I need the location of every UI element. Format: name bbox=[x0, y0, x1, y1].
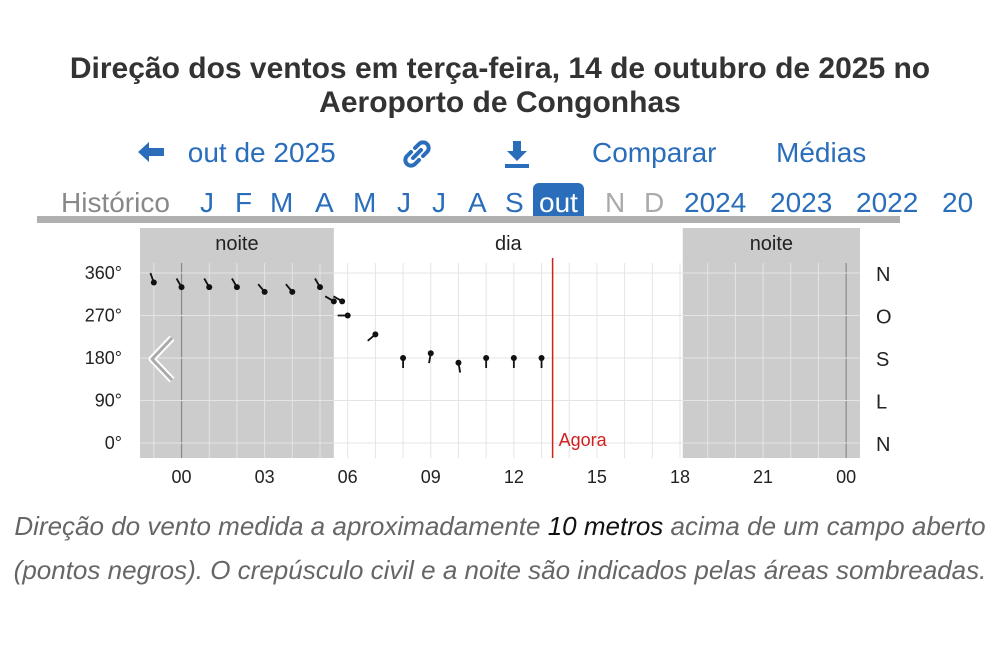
wind-direction-chart: noite dia noite 360° N 270° O 180° S 90° L 0° N 00 03 0… bbox=[85, 228, 892, 487]
wind-point-2 bbox=[206, 284, 213, 291]
wind-point-3 bbox=[233, 284, 240, 291]
month-aug[interactable]: A bbox=[468, 187, 487, 218]
compare-link[interactable]: Comparar bbox=[592, 137, 717, 168]
year-more[interactable]: 20 bbox=[942, 187, 974, 218]
link-icon bbox=[403, 140, 431, 168]
period-label-2: noite bbox=[750, 233, 793, 255]
year-2023[interactable]: 2023 bbox=[770, 187, 833, 218]
y-tick-right-2: S bbox=[876, 349, 889, 371]
wind-point-14 bbox=[483, 355, 490, 361]
wind-point-4 bbox=[261, 288, 268, 295]
back-link[interactable]: out de 2025 bbox=[136, 137, 336, 169]
y-tick-left-4: 0° bbox=[105, 433, 122, 453]
caption-part2: acima de um campo aberto (pontos negros)… bbox=[13, 511, 987, 585]
x-tick-0: 00 bbox=[172, 467, 192, 487]
y-tick-right-4: N bbox=[876, 434, 890, 456]
caption-emph: 10 metros bbox=[547, 511, 664, 541]
x-tick-3: 09 bbox=[421, 467, 441, 487]
wind-point-13 bbox=[455, 359, 462, 366]
period-label-1: dia bbox=[495, 233, 523, 255]
wind-point-1 bbox=[178, 284, 185, 291]
wind-point-0 bbox=[150, 279, 157, 286]
download-button[interactable] bbox=[502, 139, 532, 176]
y-tick-right-0: N bbox=[876, 264, 890, 286]
now-label: Agora bbox=[559, 430, 608, 450]
year-2024[interactable]: 2024 bbox=[684, 187, 747, 218]
title-line-2: Aeroporto de Congonhas bbox=[319, 86, 681, 119]
chart-caption: Direção do vento medida a aproximadament… bbox=[0, 504, 1000, 592]
month-selector: Histórico J F M A M J J A S out N D 2024… bbox=[0, 183, 1000, 223]
x-tick-7: 21 bbox=[753, 467, 773, 487]
x-tick-1: 03 bbox=[255, 467, 275, 487]
divider bbox=[37, 216, 900, 223]
month-feb[interactable]: F bbox=[235, 187, 253, 218]
x-tick-6: 18 bbox=[670, 467, 690, 487]
y-tick-right-1: O bbox=[876, 307, 892, 329]
nav-row: out de 2025 Comparar Médias bbox=[0, 137, 1000, 173]
wind-point-11 bbox=[400, 355, 407, 361]
wind-point-16 bbox=[538, 355, 545, 361]
x-tick-8: 00 bbox=[836, 467, 856, 487]
year-2022[interactable]: 2022 bbox=[856, 187, 919, 218]
night-shade-2 bbox=[682, 228, 860, 458]
x-tick-2: 06 bbox=[338, 467, 358, 487]
y-tick-left-0: 360° bbox=[85, 263, 122, 283]
month-jun[interactable]: J bbox=[397, 187, 411, 218]
averages-link[interactable]: Médias bbox=[776, 137, 867, 168]
caption-part1: Direção do vento medida a aproximadament… bbox=[14, 511, 548, 541]
period-label-0: noite bbox=[215, 233, 258, 255]
page-title: Direção dos ventos em terça-feira, 14 de… bbox=[0, 52, 1000, 120]
wind-point-15 bbox=[510, 355, 517, 361]
month-jul[interactable]: J bbox=[432, 187, 446, 218]
y-tick-left-3: 90° bbox=[95, 391, 122, 411]
month-dec: D bbox=[644, 187, 665, 218]
month-sep[interactable]: S bbox=[505, 187, 524, 218]
wind-point-5 bbox=[289, 288, 296, 295]
month-nov: N bbox=[605, 187, 626, 218]
y-tick-right-3: L bbox=[876, 392, 887, 414]
history-label: Histórico bbox=[61, 187, 170, 218]
wind-point-7 bbox=[330, 298, 337, 305]
title-line-1: Direção dos ventos em terça-feira, 14 de… bbox=[69, 52, 931, 85]
y-tick-left-2: 180° bbox=[85, 348, 122, 368]
y-tick-left-1: 270° bbox=[85, 306, 122, 326]
wind-point-10 bbox=[372, 331, 379, 338]
wind-point-9 bbox=[344, 312, 351, 319]
chevron-left-icon[interactable] bbox=[148, 335, 175, 383]
link-button[interactable] bbox=[402, 139, 432, 176]
arrow-left-icon bbox=[138, 142, 164, 162]
wind-point-12 bbox=[427, 350, 434, 357]
x-tick-4: 12 bbox=[504, 467, 524, 487]
month-mar[interactable]: M bbox=[270, 187, 294, 218]
wind-point-8 bbox=[339, 298, 346, 305]
month-apr[interactable]: A bbox=[315, 187, 334, 218]
download-icon bbox=[505, 141, 529, 168]
wind-point-6 bbox=[317, 284, 323, 291]
x-tick-5: 15 bbox=[587, 467, 607, 487]
back-link-label: out de 2025 bbox=[187, 137, 336, 168]
month-jan[interactable]: J bbox=[200, 187, 214, 218]
month-may[interactable]: M bbox=[353, 187, 377, 218]
